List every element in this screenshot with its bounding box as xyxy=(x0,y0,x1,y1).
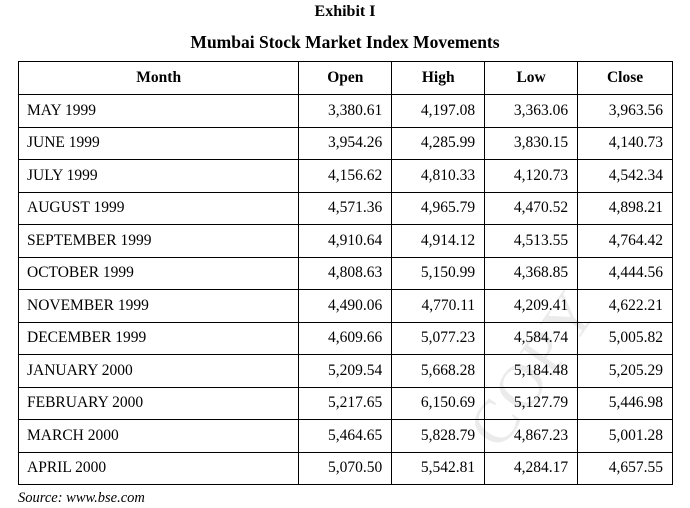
source-note: Source: www.bse.com xyxy=(18,490,145,506)
cell-close: 5,001.28 xyxy=(577,419,673,453)
header-low: Low xyxy=(484,61,579,95)
cell-month: JUNE 1999 xyxy=(17,126,300,160)
table-body: MAY 1999 3,380.61 4,197.08 3,363.06 3,963.56… xyxy=(17,94,673,485)
cell-high: 4,770.11 xyxy=(391,289,486,323)
cell-month: MAY 1999 xyxy=(17,94,300,128)
cell-high: 4,965.79 xyxy=(391,191,486,225)
cell-close: 4,542.34 xyxy=(577,159,673,193)
cell-high: 5,150.99 xyxy=(391,256,486,290)
cell-open: 5,217.65 xyxy=(298,386,393,420)
cell-high: 5,828.79 xyxy=(391,419,486,453)
cell-low: 5,127.79 xyxy=(484,386,579,420)
cell-close: 5,005.82 xyxy=(577,321,673,355)
cell-low: 4,284.17 xyxy=(484,451,579,485)
cell-open: 4,609.66 xyxy=(298,321,393,355)
cell-high: 4,285.99 xyxy=(391,126,486,160)
table-row: MAY 1999 3,380.61 4,197.08 3,363.06 3,963.56 xyxy=(17,94,673,128)
cell-month: OCTOBER 1999 xyxy=(17,256,300,290)
cell-close: 5,446.98 xyxy=(577,386,673,420)
cell-close: 4,764.42 xyxy=(577,224,673,258)
cell-open: 5,209.54 xyxy=(298,354,393,388)
cell-open: 4,156.62 xyxy=(298,159,393,193)
table-row: AUGUST 1999 4,571.36 4,965.79 4,470.52 4,898… xyxy=(17,191,673,225)
cell-open: 4,808.63 xyxy=(298,256,393,290)
cell-low: 4,470.52 xyxy=(484,191,579,225)
cell-low: 4,120.73 xyxy=(484,159,579,193)
cell-high: 4,810.33 xyxy=(391,159,486,193)
cell-month: FEBRUARY 2000 xyxy=(17,386,300,420)
table-row: JANUARY 2000 5,209.54 5,668.28 5,184.48 5,20… xyxy=(17,354,673,388)
cell-low: 4,867.23 xyxy=(484,419,579,453)
table-row: APRIL 2000 5,070.50 5,542.81 4,284.17 4,657.… xyxy=(17,451,673,485)
table-row: OCTOBER 1999 4,808.63 5,150.99 4,368.85 4,44… xyxy=(17,256,673,290)
cell-month: NOVEMBER 1999 xyxy=(17,289,300,323)
cell-close: 5,205.29 xyxy=(577,354,673,388)
cell-close: 3,963.56 xyxy=(577,94,673,128)
cell-month: APRIL 2000 xyxy=(17,451,300,485)
header-month: Month xyxy=(17,61,300,95)
cell-close: 4,657.55 xyxy=(577,451,673,485)
cell-open: 4,571.36 xyxy=(298,191,393,225)
cell-open: 5,070.50 xyxy=(298,451,393,485)
cell-low: 4,209.41 xyxy=(484,289,579,323)
table-row: DECEMBER 1999 4,609.66 5,077.23 4,584.74 5,0… xyxy=(17,321,673,355)
cell-open: 3,380.61 xyxy=(298,94,393,128)
cell-close: 4,140.73 xyxy=(577,126,673,160)
cell-high: 4,914.12 xyxy=(391,224,486,258)
header-high: High xyxy=(391,61,486,95)
table-header: Month Open High Low Close xyxy=(17,61,673,95)
table-row: FEBRUARY 2000 5,217.65 6,150.69 5,127.79 5,4… xyxy=(17,386,673,420)
table-row: JULY 1999 4,156.62 4,810.33 4,120.73 4,542.3… xyxy=(17,159,673,193)
cell-open: 4,490.06 xyxy=(298,289,393,323)
cell-low: 4,513.55 xyxy=(484,224,579,258)
cell-open: 5,464.65 xyxy=(298,419,393,453)
cell-low: 4,584.74 xyxy=(484,321,579,355)
header-row: Month Open High Low Close xyxy=(17,61,673,95)
table-row: NOVEMBER 1999 4,490.06 4,770.11 4,209.41 4,6… xyxy=(17,289,673,323)
cell-high: 6,150.69 xyxy=(391,386,486,420)
cell-high: 5,077.23 xyxy=(391,321,486,355)
cell-close: 4,898.21 xyxy=(577,191,673,225)
cell-low: 5,184.48 xyxy=(484,354,579,388)
cell-close: 4,444.56 xyxy=(577,256,673,290)
header-close: Close xyxy=(577,61,673,95)
cell-month: SEPTEMBER 1999 xyxy=(17,224,300,258)
cell-month: MARCH 2000 xyxy=(17,419,300,453)
cell-open: 3,954.26 xyxy=(298,126,393,160)
cell-low: 3,363.06 xyxy=(484,94,579,128)
cell-low: 3,830.15 xyxy=(484,126,579,160)
exhibit-label: Exhibit I xyxy=(314,3,376,20)
cell-month: AUGUST 1999 xyxy=(17,191,300,225)
cell-low: 4,368.85 xyxy=(484,256,579,290)
cell-high: 4,197.08 xyxy=(391,94,486,128)
table-row: MARCH 2000 5,464.65 5,828.79 4,867.23 5,001.… xyxy=(17,419,673,453)
cell-close: 4,622.21 xyxy=(577,289,673,323)
document-title: Mumbai Stock Market Index Movements xyxy=(190,32,500,52)
cell-month: JANUARY 2000 xyxy=(17,354,300,388)
cell-high: 5,542.81 xyxy=(391,451,486,485)
table-row: JUNE 1999 3,954.26 4,285.99 3,830.15 4,140.7… xyxy=(17,126,673,160)
table-row: SEPTEMBER 1999 4,910.64 4,914.12 4,513.55 4,… xyxy=(17,224,673,258)
cell-high: 5,668.28 xyxy=(391,354,486,388)
header-open: Open xyxy=(298,61,393,95)
cell-month: JULY 1999 xyxy=(17,159,300,193)
cell-month: DECEMBER 1999 xyxy=(17,321,300,355)
cell-open: 4,910.64 xyxy=(298,224,393,258)
index-movements-table: Month Open High Low Close MAY 1999 3,380.… xyxy=(17,61,673,485)
